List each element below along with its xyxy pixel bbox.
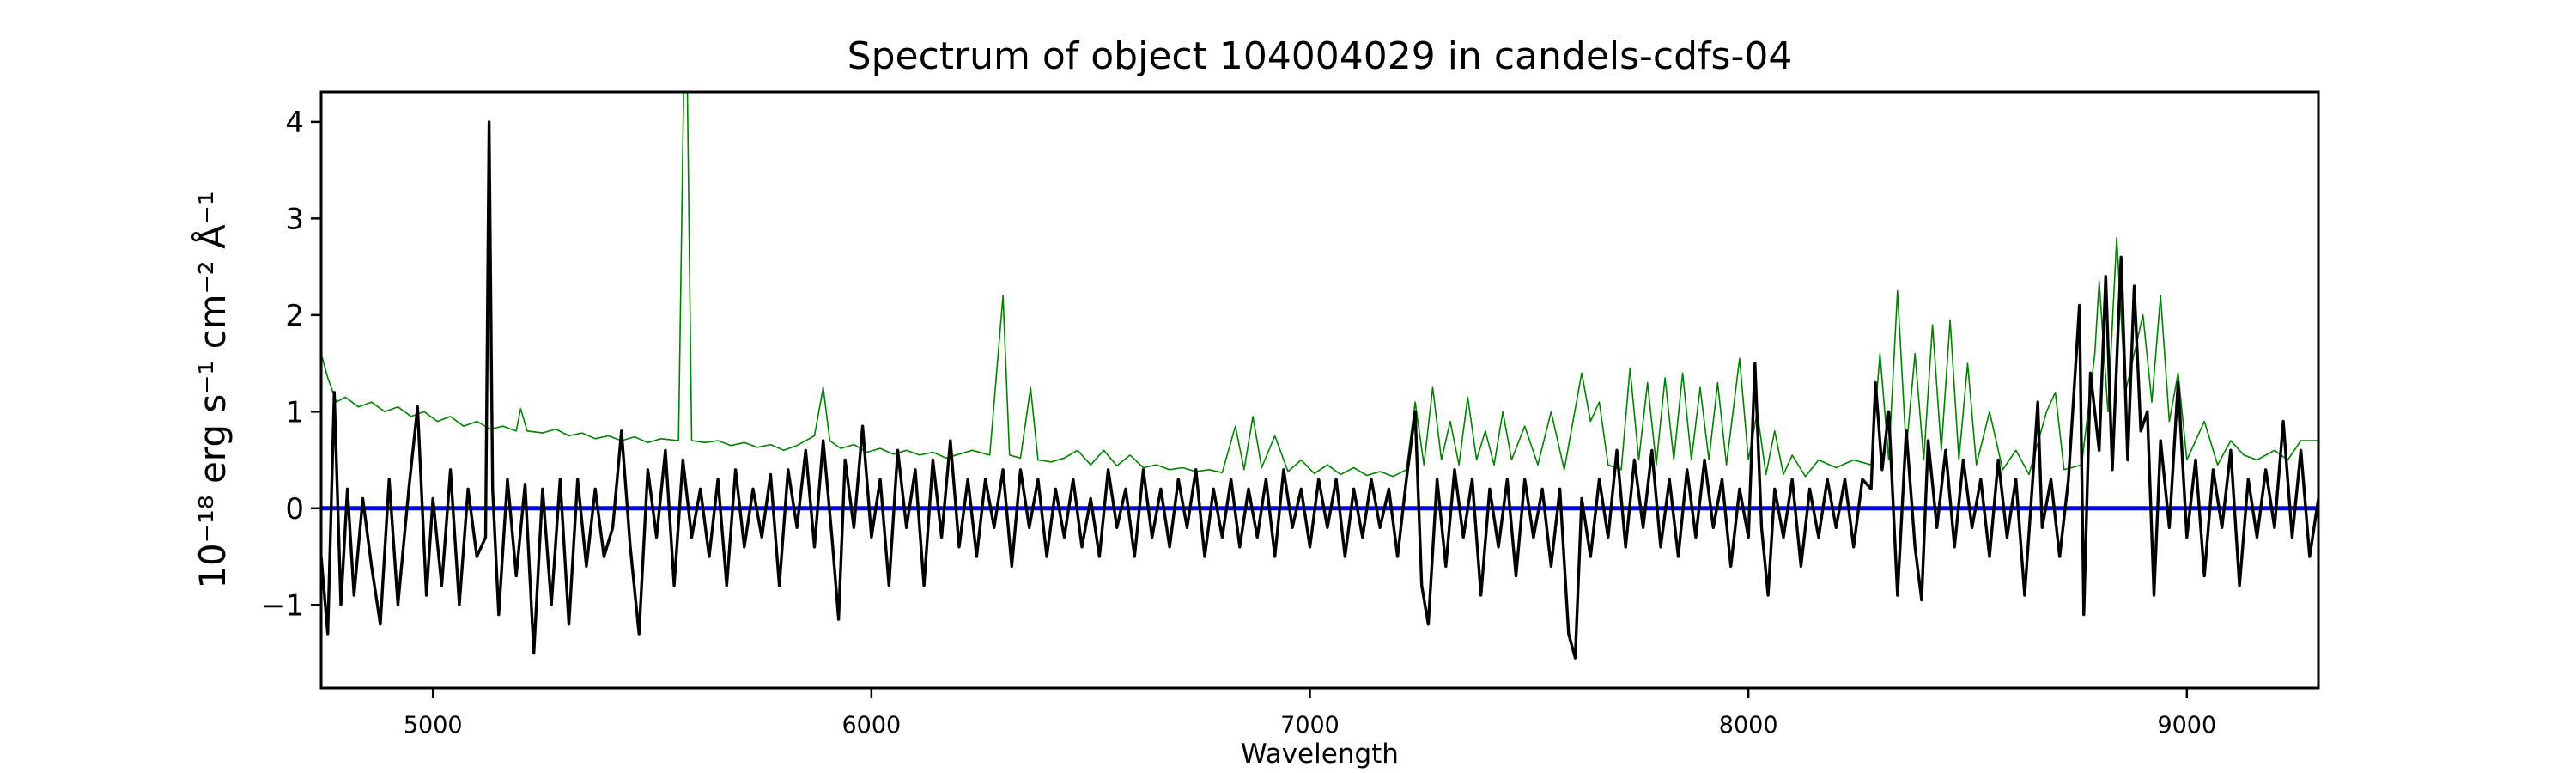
x-axis-label: Wavelength [1241,739,1399,770]
x-tick-label: 8000 [1719,712,1778,739]
y-tick-label: 4 [285,106,304,140]
y-axis: −1 0 1 2 3 4 [261,106,321,623]
y-axis-label: 10⁻¹⁸ erg s⁻¹ cm⁻² Å⁻¹ [191,191,234,588]
axes-frame [319,90,2320,690]
green-series-line [321,92,2318,478]
x-tick-label: 7000 [1280,712,1340,739]
y-tick-label: 0 [285,492,304,526]
chart-title: Spectrum of object 104004029 in candels-… [848,34,1793,78]
y-tick-label: 3 [285,202,304,236]
x-tick-label: 5000 [404,712,463,739]
plot-area [321,92,2318,660]
flux-series-line [321,120,2318,660]
y-tick-label: 1 [285,395,304,429]
y-tick-label: −1 [261,588,304,623]
x-tick-label: 6000 [842,712,902,739]
x-axis: 5000 6000 7000 8000 9000 [404,688,2216,739]
x-tick-label: 9000 [2157,712,2216,739]
y-tick-label: 2 [285,299,304,333]
